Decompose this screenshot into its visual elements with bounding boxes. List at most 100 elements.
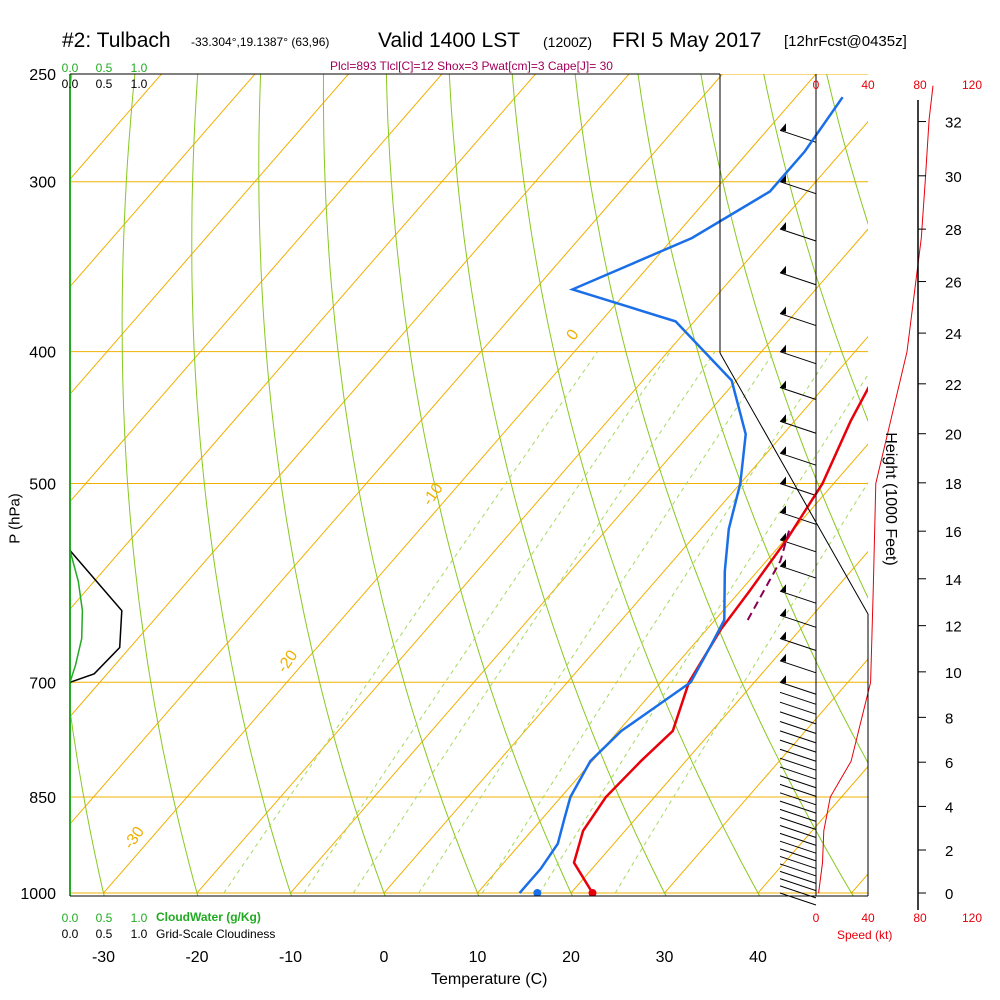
mixing-ratio-line <box>303 351 671 894</box>
mixing-ratio-label: 8 <box>474 903 490 916</box>
surface-temperature-dot <box>588 889 597 896</box>
height-tick-label: 12 <box>945 619 962 636</box>
cloudiness-label: Grid-Scale Cloudiness <box>156 927 276 941</box>
height-tick-label: 22 <box>945 377 962 394</box>
wind-barb-flag <box>780 608 786 617</box>
mixing-ratio-label: 12 <box>532 898 551 917</box>
cloudwater-tick-top: 0.5 <box>96 61 113 75</box>
isotherm-line <box>70 74 256 288</box>
station-coords: -33.304°,19.1387° (63,96) <box>191 35 330 49</box>
wind-barb-flag <box>780 414 786 423</box>
pressure-tick-label: 250 <box>29 67 56 84</box>
parcel-line <box>746 528 791 621</box>
x-tick-label: -20 <box>185 949 208 966</box>
wind-barb <box>779 181 817 195</box>
isotherm-line <box>70 74 537 610</box>
height-tick-label: 18 <box>945 476 962 493</box>
wind-barb <box>779 739 817 753</box>
wind-barb-flag <box>780 123 786 132</box>
mixing-ratio-line <box>418 351 775 894</box>
cloudiness-tick-top: 1.0 <box>131 77 148 91</box>
wind-barb <box>779 720 817 734</box>
wind-barb <box>779 817 817 830</box>
wind-profile <box>779 85 934 906</box>
height-tick-label: 14 <box>945 572 962 589</box>
dry-adiabat-line <box>637 74 868 764</box>
wind-speed-line <box>818 85 934 894</box>
wind-barb <box>779 783 817 797</box>
speed-tick-bottom: 120 <box>962 911 982 925</box>
mixing-ratio-line <box>614 481 868 894</box>
mixing-ratio-label: 3 <box>346 903 362 916</box>
wind-barb <box>779 730 817 744</box>
isotherm-line <box>70 74 163 180</box>
height-tick-label: 10 <box>945 665 962 682</box>
pressure-tick-label: 700 <box>29 675 56 692</box>
dry-adiabat-line <box>826 74 868 226</box>
speed-tick-top: 0 <box>813 78 820 92</box>
wind-barb-flag <box>780 476 786 485</box>
cloudiness-tick-top: 0.0 <box>62 77 79 91</box>
speed-tick-top: 80 <box>913 78 927 92</box>
dry-adiabat-line <box>939 25 1000 922</box>
cloudiness-line <box>69 550 123 684</box>
x-tick-label: 0 <box>380 949 389 966</box>
wind-barb-flag <box>780 446 786 455</box>
wind-barb <box>779 660 817 674</box>
isotherm-label: 10 <box>913 358 937 382</box>
height-tick-label: 4 <box>945 799 953 816</box>
height-tick-label: 28 <box>945 222 962 239</box>
isotherm-label: 0 <box>564 326 583 343</box>
x-tick-label: 20 <box>562 949 580 966</box>
x-tick-label: 10 <box>469 949 487 966</box>
wind-barb <box>779 483 817 496</box>
height-tick-label: 2 <box>945 843 953 860</box>
dry-adiabat-line <box>511 74 761 896</box>
height-tick-label: 20 <box>945 427 962 444</box>
speed-tick-top: 120 <box>962 78 982 92</box>
x-tick-label: -30 <box>92 949 115 966</box>
cloudwater-tick-bottom: 0.5 <box>96 911 113 925</box>
surface-dewpoint-dot <box>533 889 542 896</box>
stability-indices: Plcl=893 Tlcl[C]=12 Shox=3 Pwat[cm]=3 Ca… <box>330 59 613 73</box>
wind-barb-flag <box>780 532 786 541</box>
wind-barb <box>779 832 817 846</box>
height-tick-label: 30 <box>945 169 962 186</box>
wind-barb <box>779 511 817 525</box>
height-tick-label: 6 <box>945 755 953 772</box>
dry-adiabat-line <box>763 74 868 423</box>
wind-barb-flag <box>780 306 786 315</box>
y-axis-title: P (hPa) <box>6 493 24 544</box>
wind-barb-flag <box>780 584 786 593</box>
zulu-time: (1200Z) <box>543 34 593 50</box>
height-tick-label: 0 <box>945 886 953 903</box>
cloudwater-tick-bottom: 0.0 <box>62 911 79 925</box>
mixing-ratio-line <box>223 351 598 894</box>
wind-barb-flag <box>780 505 786 514</box>
wind-barb-flag <box>780 653 786 662</box>
isotherm-line <box>70 74 350 395</box>
cloud-water-line <box>69 550 84 683</box>
wind-barb <box>779 808 817 822</box>
speed-tick-top: 40 <box>861 78 875 92</box>
dry-adiabat-line <box>121 74 199 896</box>
isotherm-line <box>70 74 443 503</box>
isotherm-line <box>196 120 868 894</box>
wind-barb-flag <box>780 344 786 353</box>
wind-barb-flag <box>780 559 786 568</box>
speed-axis-title: Speed (kt) <box>837 928 893 942</box>
cloudiness-tick-top: 0.5 <box>96 77 113 91</box>
wind-barb <box>779 228 817 242</box>
wind-barb <box>779 848 817 862</box>
wind-barb <box>779 766 817 780</box>
cloudiness-tick-bottom: 1.0 <box>131 927 148 941</box>
isotherm-line <box>290 228 868 894</box>
temperature-line <box>572 385 868 894</box>
isotherm-line <box>70 74 724 825</box>
wind-barb <box>779 129 817 143</box>
dry-adiabat-line <box>322 74 480 896</box>
cloudwater-tick-top: 0.0 <box>62 61 79 75</box>
wind-barb-flag <box>780 380 786 389</box>
isotherm-label: 30 <box>975 501 999 525</box>
